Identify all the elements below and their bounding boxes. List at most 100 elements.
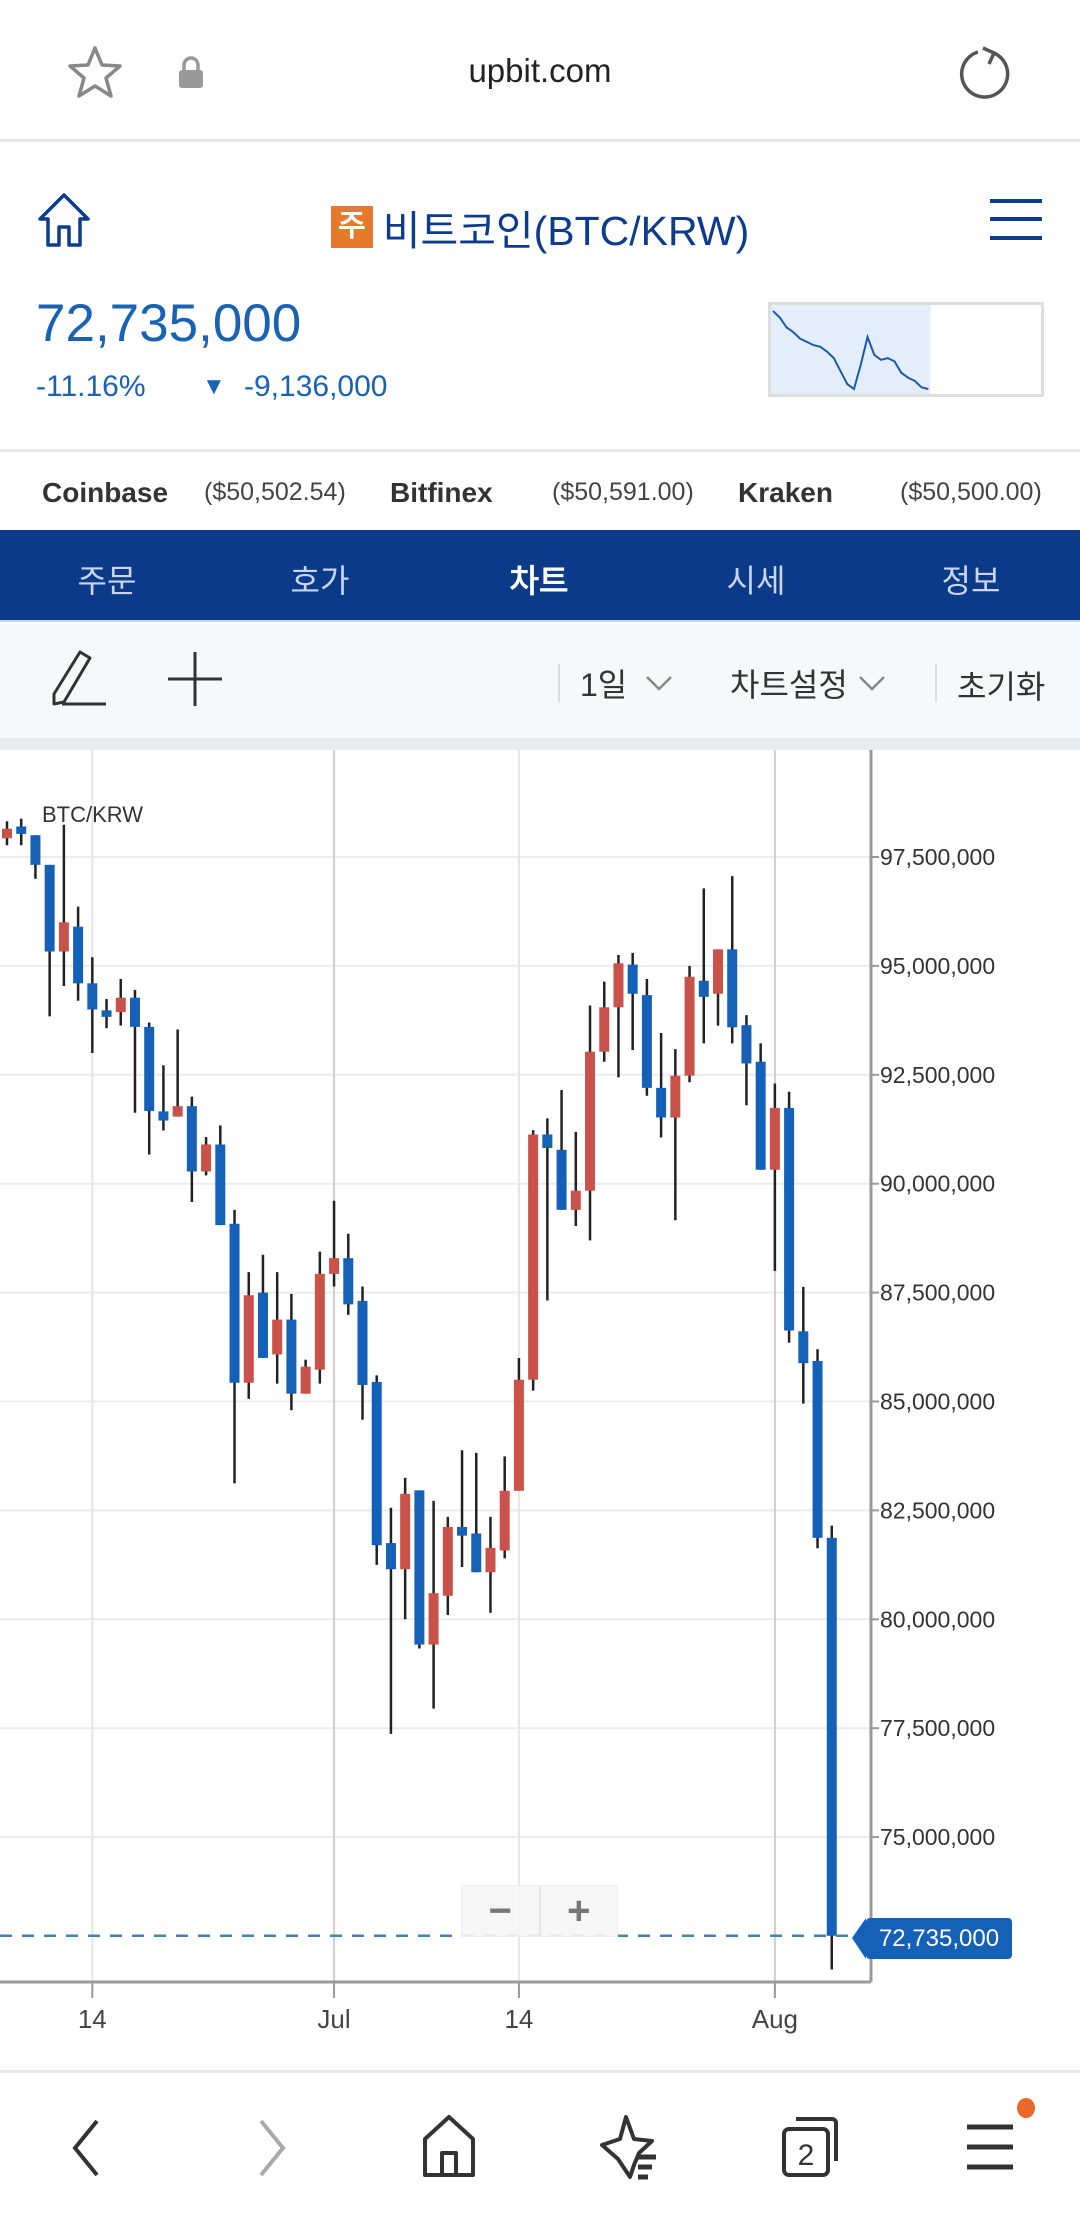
candle-body <box>286 1319 297 1394</box>
candle-body <box>613 963 624 1008</box>
zoom-in-button[interactable]: + <box>567 1889 591 1933</box>
candle-body <box>542 1134 553 1148</box>
back-icon[interactable] <box>51 2113 121 2183</box>
candle <box>300 1359 311 1394</box>
candle <box>656 1032 667 1138</box>
tab-chart[interactable]: 차트 <box>509 563 569 599</box>
warning-badge: 주 <box>330 206 373 248</box>
candle-body <box>172 1106 183 1117</box>
candle <box>499 1456 510 1559</box>
candle <box>741 1015 752 1106</box>
tab-info[interactable]: 정보 <box>941 563 1001 599</box>
candle <box>826 1525 837 1970</box>
candle-body <box>627 964 638 994</box>
reload-icon[interactable] <box>956 44 1014 102</box>
home-icon[interactable] <box>414 2113 484 2183</box>
current-price-tag: 72,735,000 <box>852 1918 1012 1959</box>
candlestick-chart[interactable]: 97,500,000 95,000,000 92,500,000 90,000,000… <box>0 0 1080 2068</box>
candle-body <box>442 1526 453 1596</box>
exchange-price: ($50,502.54) <box>204 478 346 506</box>
interval-label: 1일 <box>580 667 628 703</box>
exchange-price: ($50,591.00) <box>552 478 694 506</box>
candle-body <box>570 1190 581 1210</box>
interval-dropdown[interactable]: 1일 <box>580 658 673 708</box>
candle-body <box>329 1258 340 1274</box>
chart-toolbar: 1일 차트설정 초기화 <box>0 624 1080 738</box>
y-tick-label: 97,500,000 <box>880 844 995 870</box>
browser-toolbar: upbit.com <box>0 0 1080 142</box>
candle <box>585 1005 596 1241</box>
candle-body <box>158 1111 169 1121</box>
pencil-icon[interactable] <box>50 648 110 710</box>
candle <box>201 1137 212 1176</box>
x-tick-label: Jul <box>317 2004 350 2034</box>
chart-title: BTC/KRW <box>42 802 143 827</box>
menu-icon[interactable] <box>955 2113 1025 2183</box>
candle-body <box>129 997 140 1027</box>
candle <box>414 1490 425 1649</box>
star-icon[interactable] <box>66 44 124 102</box>
market-header: 주 비트코인(BTC/KRW) 72,735,000 -11.16% ▼ -9,… <box>0 145 1080 449</box>
chart-settings-dropdown[interactable]: 차트설정 <box>730 658 886 708</box>
candle-body <box>428 1593 439 1645</box>
candle-body <box>115 997 126 1013</box>
menu-icon[interactable] <box>988 197 1044 243</box>
bookmarks-icon[interactable] <box>594 2113 664 2183</box>
axes: 97,500,000 95,000,000 92,500,000 90,000,000… <box>0 750 995 2034</box>
grid <box>0 750 871 1982</box>
candle-body <box>44 864 55 952</box>
candle <box>30 835 41 879</box>
candle <box>485 1516 496 1613</box>
candles <box>2 818 837 1970</box>
candle <box>812 1349 823 1549</box>
candle-body <box>144 1026 155 1111</box>
zoom-out-button[interactable]: − <box>462 1886 541 1936</box>
candle-body <box>243 1295 254 1383</box>
candle-body <box>257 1292 268 1358</box>
browser-bottom-nav: 2 <box>0 2070 1080 2215</box>
candle <box>272 1272 283 1384</box>
candle-body <box>599 1007 610 1052</box>
candle-body <box>755 1061 766 1170</box>
candle <box>329 1200 340 1287</box>
candle <box>172 1029 183 1117</box>
tabs-count: 2 <box>798 2139 815 2172</box>
candle <box>713 949 723 1026</box>
candle <box>58 824 69 986</box>
address-bar[interactable]: upbit.com <box>468 52 612 89</box>
candle <box>115 978 126 1026</box>
candle-body <box>300 1366 311 1394</box>
tabs-icon[interactable]: 2 <box>774 2113 844 2183</box>
candle-body <box>457 1526 468 1536</box>
tab-bar: 주문 호가 차트 시세 정보 <box>0 530 1080 622</box>
home-icon[interactable] <box>36 191 92 249</box>
candle <box>513 1357 524 1491</box>
candle-body <box>513 1379 524 1491</box>
candle <box>129 989 140 1113</box>
candle <box>641 978 652 1096</box>
exchange-price: ($50,500.00) <box>900 478 1042 506</box>
candle-body <box>585 1051 596 1191</box>
candle-body <box>314 1273 325 1370</box>
candle <box>698 888 709 1044</box>
candle-body <box>385 1543 396 1570</box>
forward-icon[interactable] <box>237 2113 307 2183</box>
tab-orderbook[interactable]: 호가 <box>290 563 350 599</box>
candle <box>727 876 738 1044</box>
candle <box>400 1477 411 1620</box>
candle <box>428 1500 439 1709</box>
candle <box>684 965 695 1083</box>
tab-quotes[interactable]: 시세 <box>726 563 786 599</box>
y-tick-label: 95,000,000 <box>880 953 995 979</box>
tab-order[interactable]: 주문 <box>77 563 137 599</box>
mini-chart[interactable] <box>768 302 1044 397</box>
candle-body <box>798 1331 809 1364</box>
plus-icon[interactable] <box>168 652 222 706</box>
candle <box>385 1507 396 1734</box>
candle <box>16 818 27 846</box>
candle-body <box>229 1223 240 1383</box>
candle <box>599 981 610 1062</box>
reset-button[interactable]: 초기화 <box>957 669 1046 705</box>
candle-body <box>826 1537 837 1936</box>
candle <box>87 957 98 1054</box>
